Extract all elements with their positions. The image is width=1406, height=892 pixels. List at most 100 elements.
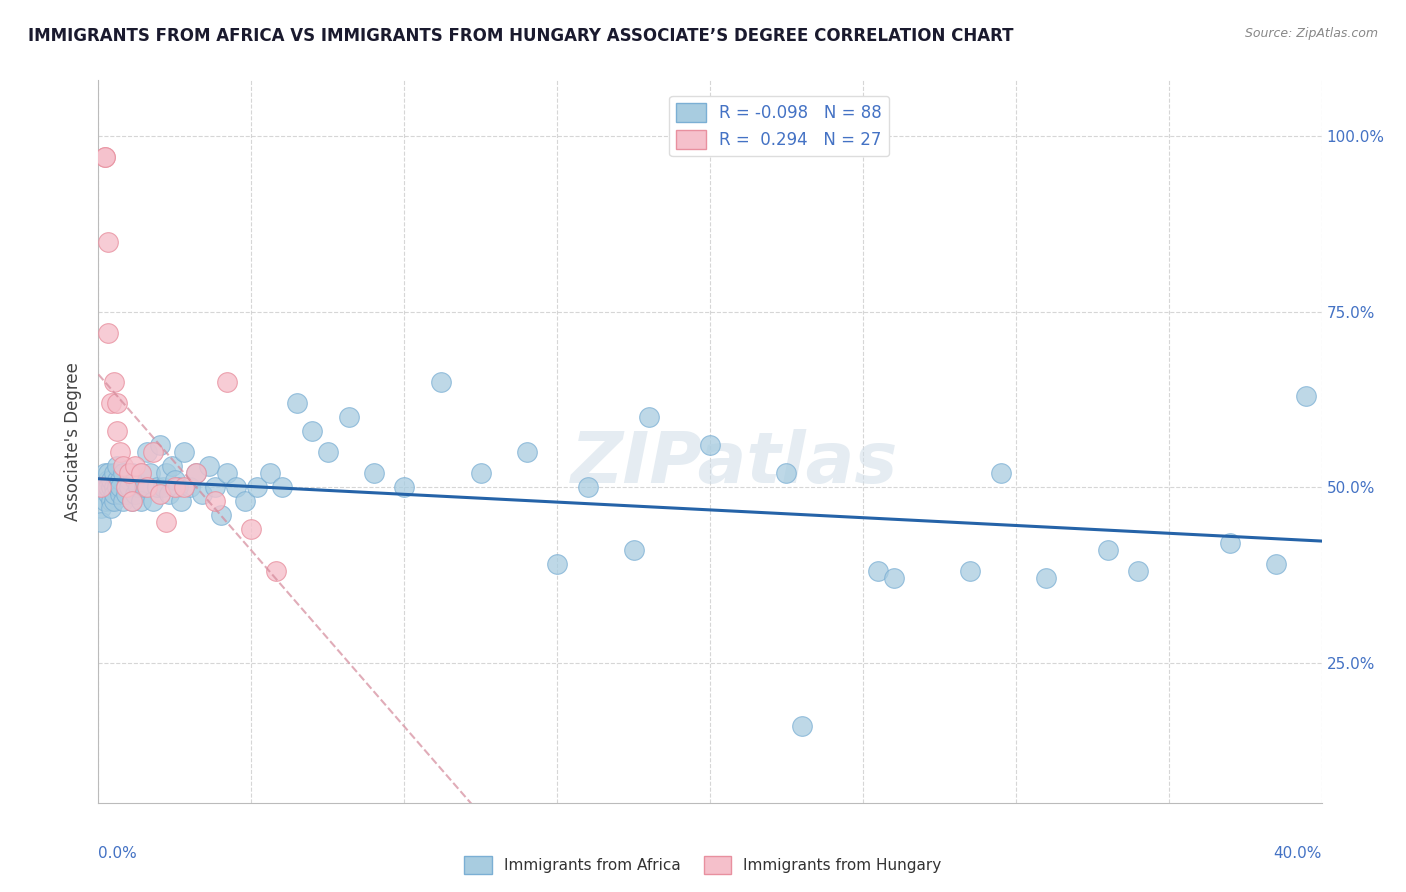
Point	[118, 480, 141, 494]
Point	[160, 459, 183, 474]
Point	[576, 480, 599, 494]
Point	[163, 480, 186, 494]
Point	[100, 480, 122, 494]
Point	[215, 375, 238, 389]
Point	[546, 558, 568, 572]
Point	[246, 480, 269, 494]
Point	[152, 480, 174, 494]
Legend: R = -0.098   N = 88, R =  0.294   N = 27: R = -0.098 N = 88, R = 0.294 N = 27	[669, 95, 889, 156]
Text: 0.0%: 0.0%	[98, 847, 138, 861]
Point	[97, 473, 120, 487]
Point	[115, 487, 138, 501]
Point	[105, 473, 128, 487]
Point	[121, 494, 143, 508]
Point	[93, 151, 115, 165]
Point	[470, 466, 492, 480]
Point	[186, 466, 208, 480]
Point	[108, 487, 131, 501]
Point	[790, 718, 813, 732]
Point	[155, 515, 177, 529]
Point	[97, 235, 120, 249]
Text: 40.0%: 40.0%	[1274, 847, 1322, 861]
Point	[97, 480, 120, 494]
Point	[1219, 536, 1241, 550]
Point	[105, 459, 128, 474]
Point	[637, 409, 661, 424]
Point	[316, 445, 339, 459]
Point	[111, 466, 134, 480]
Point	[430, 375, 453, 389]
Point	[868, 564, 890, 578]
Point	[363, 466, 385, 480]
Point	[233, 494, 256, 508]
Point	[103, 375, 125, 389]
Point	[93, 480, 115, 494]
Point	[1035, 571, 1057, 585]
Point	[1128, 564, 1150, 578]
Point	[134, 480, 156, 494]
Point	[103, 494, 125, 508]
Point	[990, 466, 1012, 480]
Point	[108, 480, 131, 494]
Point	[127, 480, 149, 494]
Point	[129, 466, 152, 480]
Point	[108, 445, 131, 459]
Point	[115, 480, 138, 494]
Legend: Immigrants from Africa, Immigrants from Hungary: Immigrants from Africa, Immigrants from …	[458, 850, 948, 880]
Point	[149, 487, 172, 501]
Point	[699, 438, 721, 452]
Point	[225, 480, 247, 494]
Point	[197, 459, 219, 474]
Point	[259, 466, 281, 480]
Point	[775, 466, 797, 480]
Point	[111, 494, 134, 508]
Point	[191, 487, 214, 501]
Point	[129, 494, 152, 508]
Point	[90, 501, 112, 516]
Point	[157, 487, 180, 501]
Point	[118, 466, 141, 480]
Point	[883, 571, 905, 585]
Text: Source: ZipAtlas.com: Source: ZipAtlas.com	[1244, 27, 1378, 40]
Point	[118, 473, 141, 487]
Point	[204, 480, 226, 494]
Point	[115, 480, 138, 494]
Point	[100, 494, 122, 508]
Point	[105, 396, 128, 410]
Text: ZIPatlas: ZIPatlas	[571, 429, 898, 498]
Point	[301, 424, 323, 438]
Point	[155, 466, 177, 480]
Point	[93, 494, 115, 508]
Point	[103, 480, 125, 494]
Point	[111, 459, 134, 474]
Point	[149, 438, 172, 452]
Point	[173, 480, 195, 494]
Point	[179, 480, 201, 494]
Point	[170, 494, 193, 508]
Point	[90, 515, 112, 529]
Point	[623, 543, 645, 558]
Point	[105, 480, 128, 494]
Point	[97, 487, 120, 501]
Point	[173, 445, 195, 459]
Point	[186, 466, 208, 480]
Point	[97, 326, 120, 340]
Point	[93, 151, 115, 165]
Point	[105, 424, 128, 438]
Point	[204, 494, 226, 508]
Point	[129, 466, 152, 480]
Point	[209, 508, 232, 523]
Point	[1264, 558, 1286, 572]
Point	[108, 473, 131, 487]
Point	[103, 487, 125, 501]
Point	[163, 473, 186, 487]
Point	[167, 480, 190, 494]
Point	[121, 494, 143, 508]
Point	[136, 445, 159, 459]
Point	[136, 480, 159, 494]
Point	[139, 466, 162, 480]
Y-axis label: Associate's Degree: Associate's Degree	[65, 362, 83, 521]
Point	[124, 487, 146, 501]
Point	[240, 522, 263, 536]
Point	[90, 480, 112, 494]
